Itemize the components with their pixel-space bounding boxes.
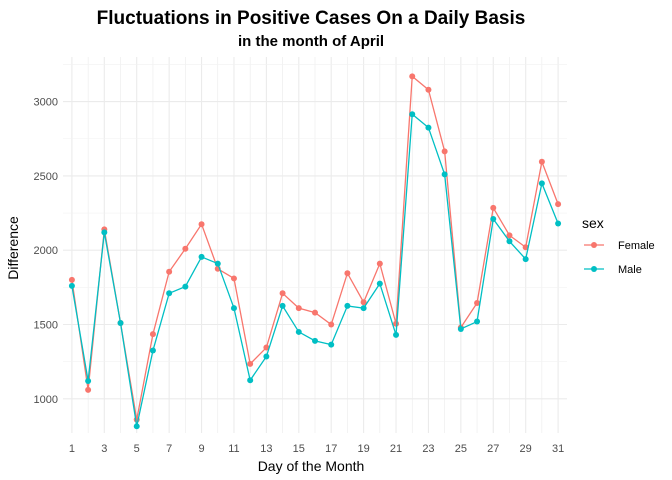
data-point-female — [555, 201, 562, 208]
data-point-female — [474, 299, 481, 306]
legend-title: sex — [582, 215, 604, 231]
data-point-female — [344, 270, 351, 277]
data-point-female — [522, 244, 529, 251]
data-point-male — [506, 238, 513, 245]
chart-subtitle: in the month of April — [238, 33, 384, 50]
x-tick-label: 9 — [198, 443, 204, 455]
data-point-male — [182, 283, 189, 290]
x-tick-label: 13 — [260, 443, 272, 455]
data-point-male — [555, 220, 562, 227]
y-axis-title: Difference — [5, 216, 21, 280]
legend-label: Male — [618, 264, 642, 276]
x-tick-label: 1 — [69, 443, 75, 455]
x-tick-label: 23 — [422, 443, 434, 455]
x-tick-label: 19 — [357, 443, 369, 455]
data-point-female — [312, 309, 318, 316]
x-axis-title: Day of the Month — [258, 458, 365, 474]
data-point-female — [441, 148, 448, 155]
data-point-male — [85, 377, 92, 384]
data-point-male — [457, 325, 464, 332]
data-point-female — [182, 245, 189, 252]
chart-title: Fluctuations in Positive Cases On a Dail… — [97, 8, 526, 29]
data-point-female — [295, 305, 302, 312]
x-tick-label: 17 — [325, 443, 337, 455]
x-tick-label: 25 — [455, 443, 467, 455]
x-tick-label: 29 — [520, 443, 532, 455]
series-male — [68, 111, 562, 430]
data-point-female — [425, 86, 432, 93]
x-tick-label: 31 — [552, 443, 564, 455]
x-tick-label: 21 — [390, 443, 402, 455]
data-point-male — [344, 302, 351, 309]
data-point-female — [538, 158, 545, 165]
legend-key-point — [591, 266, 597, 272]
data-point-male — [522, 256, 529, 263]
data-point-male — [393, 331, 400, 338]
y-tick-labels: 1000 1500 2000 2500 3000 — [34, 97, 58, 406]
data-point-male — [149, 347, 156, 354]
data-point-female — [376, 260, 383, 267]
data-point-female — [328, 321, 335, 328]
data-point-female — [68, 276, 75, 283]
data-point-male — [295, 328, 302, 335]
x-tick-label: 27 — [487, 443, 499, 455]
x-tick-labels: 1 3 5 7 9 11 13 15 17 19 21 23 25 27 29 31 — [69, 443, 564, 455]
y-tick-label: 2500 — [34, 171, 58, 183]
data-point-male — [538, 180, 545, 187]
data-point-male — [166, 290, 173, 297]
x-tick-label: 11 — [228, 443, 239, 455]
grid-lines — [63, 57, 567, 433]
data-point-male — [360, 305, 367, 312]
data-point-female — [198, 221, 205, 228]
y-tick-label: 3000 — [34, 97, 58, 109]
data-point-female — [506, 232, 513, 239]
data-point-male — [328, 341, 335, 348]
legend: sex Female Male — [582, 215, 655, 276]
data-point-male — [101, 229, 108, 236]
data-point-female — [279, 290, 286, 297]
data-point-female — [149, 331, 156, 338]
data-point-male — [409, 111, 416, 118]
data-point-male — [474, 318, 481, 325]
data-point-male — [425, 124, 432, 131]
data-point-female — [247, 360, 254, 367]
data-point-female — [230, 275, 237, 282]
data-point-male — [490, 215, 497, 222]
data-point-female — [166, 268, 173, 275]
data-point-male — [263, 353, 270, 360]
y-tick-label: 1000 — [34, 394, 58, 406]
data-point-male — [133, 423, 140, 430]
x-tick-label: 7 — [166, 443, 172, 455]
data-point-female — [360, 299, 367, 306]
legend-label: Female — [618, 240, 655, 252]
data-point-female — [409, 73, 416, 80]
legend-key-point — [591, 242, 597, 248]
data-point-female — [263, 344, 270, 351]
data-point-female — [393, 320, 400, 327]
data-point-male — [68, 282, 75, 289]
x-tick-label: 3 — [101, 443, 107, 455]
data-point-male — [247, 377, 254, 384]
data-point-male — [117, 320, 124, 327]
series-layer — [68, 73, 562, 430]
data-point-male — [198, 253, 205, 260]
data-point-female — [490, 204, 497, 211]
data-point-male — [279, 302, 286, 309]
data-point-male — [230, 305, 237, 312]
data-point-female — [85, 386, 92, 393]
x-tick-label: 15 — [293, 443, 305, 455]
y-tick-label: 2000 — [34, 245, 58, 257]
x-tick-label: 5 — [134, 443, 140, 455]
data-point-male — [376, 280, 383, 287]
y-tick-label: 1500 — [34, 320, 58, 332]
data-point-male — [441, 171, 448, 178]
data-point-male — [214, 260, 221, 267]
data-point-male — [312, 337, 318, 344]
